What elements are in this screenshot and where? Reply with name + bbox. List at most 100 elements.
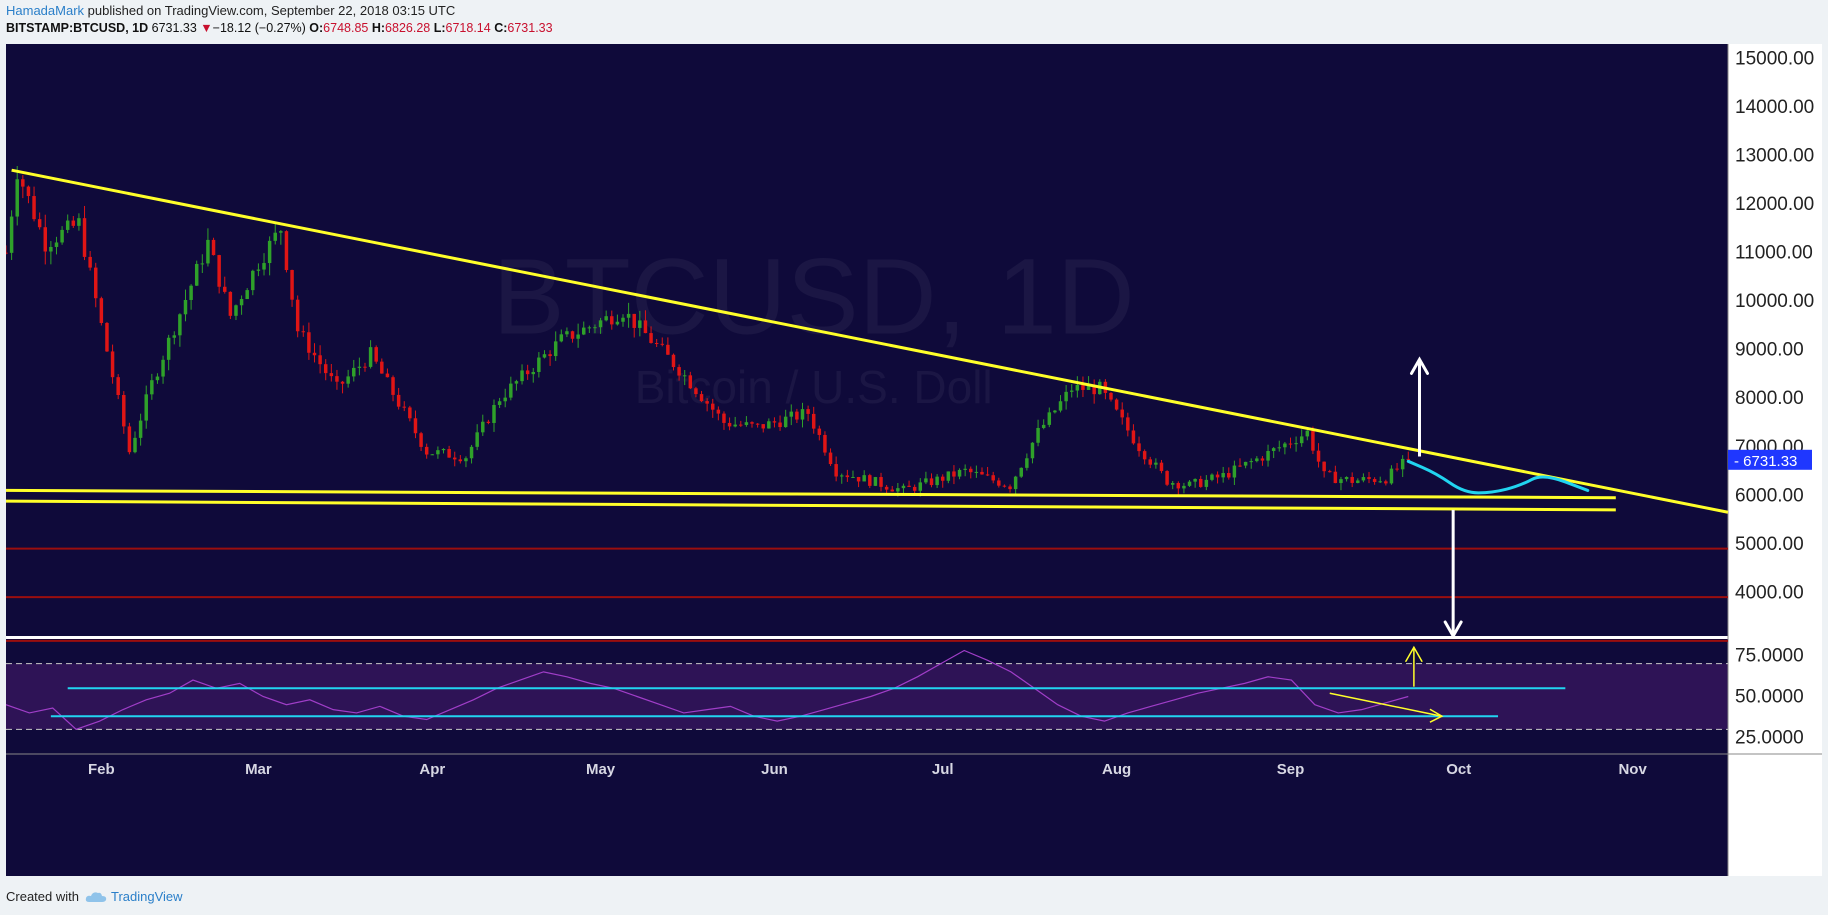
candle-down: [1328, 471, 1332, 473]
candle-up: [1058, 401, 1063, 411]
candle-down: [318, 355, 322, 365]
candle-down: [312, 352, 317, 356]
candle-up: [598, 320, 603, 328]
candle-down: [329, 373, 334, 377]
candle-down: [452, 457, 457, 460]
arrow-head: [1443, 620, 1463, 640]
candle-up: [1210, 474, 1214, 480]
candle-up: [436, 450, 440, 455]
candle-up: [604, 316, 608, 321]
candle-down: [1288, 443, 1293, 445]
candle-up: [189, 285, 193, 300]
candle-down: [632, 313, 636, 328]
tradingview-cloud-icon: [85, 891, 107, 902]
candle-up: [537, 357, 541, 372]
candle-down: [991, 475, 995, 481]
candle-up: [15, 179, 19, 217]
candle-up: [441, 449, 446, 451]
candle-down: [643, 320, 648, 334]
candle-down: [1148, 459, 1152, 465]
candle-up: [183, 299, 188, 315]
candle-down: [122, 395, 126, 427]
time-tick-label: Jul: [932, 761, 954, 778]
candle-down: [82, 218, 87, 257]
candle-up: [166, 337, 171, 360]
candle-up: [49, 246, 53, 252]
candle-up: [65, 220, 70, 230]
candle-up: [1249, 461, 1253, 463]
candle-down: [43, 227, 48, 252]
tradingview-link[interactable]: TradingView: [85, 889, 183, 904]
candle-up: [150, 380, 154, 395]
candle-up: [1187, 481, 1192, 486]
candle-down: [660, 343, 665, 345]
candle-up: [1086, 385, 1091, 390]
watermark-symbol: BTCUSD, 1D: [493, 236, 1135, 357]
candle-up: [957, 469, 962, 477]
candle-up: [1344, 477, 1349, 480]
candle-down: [610, 316, 614, 325]
candle-up: [1271, 448, 1276, 451]
candle-down: [912, 486, 917, 491]
candle-down: [127, 426, 132, 453]
candle-up: [200, 263, 205, 265]
candle-up: [1025, 458, 1029, 468]
price-tick-label: 13000.00: [1735, 146, 1814, 167]
price-tick-label: 5000.00: [1735, 534, 1804, 555]
publish-line: HamadaMark published on TradingView.com,…: [6, 3, 455, 18]
price-tick-label: 4000.00: [1735, 582, 1804, 603]
candle-down: [217, 255, 221, 287]
author-link[interactable]: HamadaMark: [6, 3, 85, 18]
open-label: O:: [309, 21, 324, 35]
candle-up: [638, 320, 642, 328]
candle-down: [340, 381, 345, 384]
candle-up: [1356, 480, 1360, 483]
candle-down: [295, 299, 300, 332]
candle-down: [1137, 443, 1141, 452]
candle-up: [514, 381, 519, 384]
candle-down: [71, 220, 76, 226]
time-tick-label: Mar: [245, 761, 272, 778]
change-value: −18.12 (−0.27%): [212, 21, 306, 35]
low-value: 6718.14: [445, 21, 491, 35]
candle-up: [503, 397, 507, 402]
rsi-up-arrow: [1405, 645, 1423, 687]
time-tick-label: May: [586, 761, 616, 778]
candle-down: [890, 489, 894, 492]
candle-up: [430, 454, 435, 456]
candle-down: [385, 373, 390, 378]
candle-down: [284, 231, 289, 271]
time-tick-label: Sep: [1277, 761, 1305, 778]
candle-up: [1294, 443, 1298, 445]
candle-up: [1170, 483, 1175, 485]
arrow-head: [1409, 356, 1429, 375]
candle-up: [1036, 427, 1040, 443]
candle-up: [587, 327, 592, 329]
candle-down: [1238, 465, 1242, 467]
rsi-tick-label: 75.0000: [1735, 645, 1804, 666]
candle-down: [37, 219, 42, 228]
candle-up: [352, 367, 356, 377]
candle-down: [1311, 430, 1315, 451]
candle-down: [711, 403, 715, 410]
candle-up: [1019, 467, 1023, 477]
projection-curve: [1406, 459, 1590, 495]
breakdown-down-arrow: [1443, 509, 1463, 640]
candle-down: [1215, 474, 1220, 478]
candle-down: [856, 476, 861, 482]
candle-up: [469, 446, 474, 459]
candle-up: [744, 422, 749, 425]
ohlc-line: BITSTAMP:BTCUSD, 1D 6731.33 ▼−18.12 (−0.…: [6, 21, 553, 35]
price-tick-label: 12000.00: [1735, 194, 1814, 215]
candle-down: [940, 476, 945, 481]
candle-down: [884, 486, 889, 490]
rsi-divergence-arrow-head: [1429, 708, 1444, 723]
chart-container[interactable]: BTCUSD, 1D Bitcoin / U.S. Doll 15000.00 14…: [4, 44, 1822, 876]
price-tick-label: 15000.00: [1735, 49, 1814, 70]
candle-down: [1227, 473, 1231, 478]
rsi-divergence-arrow: [1329, 692, 1443, 717]
candle-up: [1221, 473, 1225, 478]
candle-up: [492, 404, 496, 423]
candle-down: [548, 354, 552, 357]
